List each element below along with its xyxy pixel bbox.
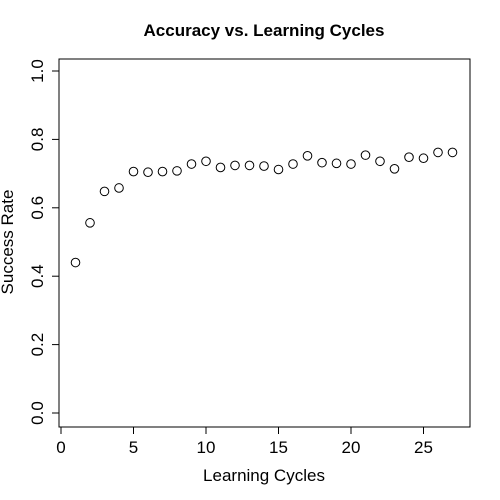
- data-point: [273, 164, 284, 175]
- x-axis: 0 5 10 15 20 25: [56, 426, 433, 457]
- data-point: [375, 156, 385, 167]
- y-tick-label: 0.6: [28, 196, 47, 220]
- data-point: [244, 160, 255, 171]
- data-point: [215, 162, 226, 173]
- data-point: [418, 153, 429, 164]
- data-point: [404, 152, 414, 162]
- data-point: [302, 151, 313, 161]
- data-point: [114, 183, 124, 193]
- chart-title: Accuracy vs. Learning Cycles: [144, 21, 385, 40]
- data-point: [433, 147, 443, 158]
- x-tick-label: 0: [56, 438, 65, 457]
- data-point: [360, 150, 371, 160]
- data-point: [143, 167, 153, 178]
- y-axis-label: Success Rate: [0, 190, 17, 295]
- data-point: [230, 160, 240, 171]
- data-point: [259, 161, 269, 171]
- data-point: [99, 186, 110, 197]
- data-point: [186, 159, 197, 169]
- data-points: [70, 147, 458, 268]
- data-point: [447, 147, 458, 158]
- data-point: [157, 166, 168, 177]
- data-point: [201, 156, 211, 167]
- y-axis: 0.0 0.2 0.4 0.6 0.8 1.0: [28, 59, 60, 425]
- data-point: [346, 159, 356, 169]
- y-tick-label: 0.4: [28, 264, 47, 288]
- x-tick-label: 25: [414, 438, 433, 457]
- data-point: [389, 164, 400, 174]
- y-tick-label: 0.2: [28, 333, 47, 357]
- plot-frame: [58, 58, 471, 428]
- data-point: [128, 166, 139, 177]
- y-tick-label: 0.0: [28, 401, 47, 425]
- data-point: [331, 158, 342, 169]
- x-tick-label: 20: [342, 438, 361, 457]
- x-tick-label: 5: [129, 438, 138, 457]
- y-tick-label: 1.0: [28, 59, 47, 83]
- data-point: [288, 159, 298, 169]
- y-tick-label: 0.8: [28, 128, 47, 152]
- data-point: [172, 166, 182, 176]
- x-tick-label: 15: [269, 438, 288, 457]
- x-tick-label: 10: [197, 438, 216, 457]
- data-point: [317, 157, 327, 168]
- data-point: [85, 218, 95, 228]
- x-axis-label: Learning Cycles: [203, 466, 325, 485]
- data-point: [70, 257, 81, 268]
